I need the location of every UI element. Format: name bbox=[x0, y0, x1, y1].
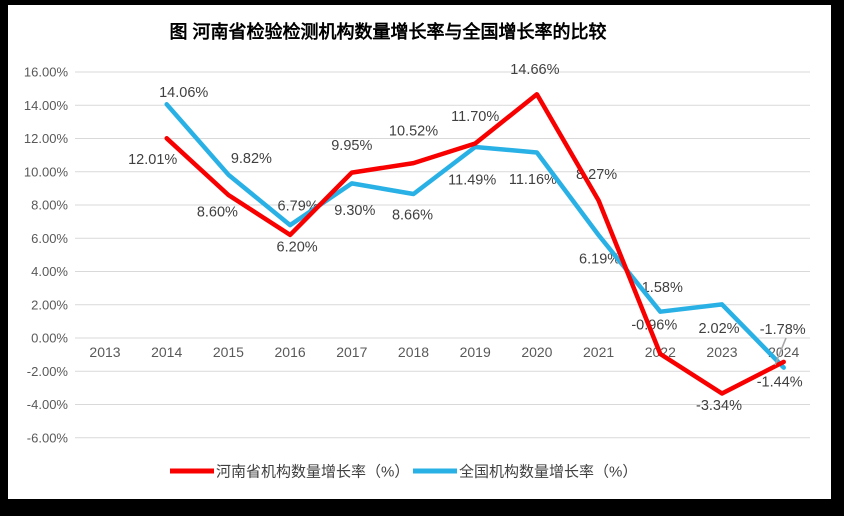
data-label: -1.44% bbox=[757, 374, 803, 390]
data-label: 8.66% bbox=[392, 208, 433, 224]
x-axis-tick-label: 2013 bbox=[89, 344, 120, 360]
data-label: 11.70% bbox=[451, 109, 499, 125]
y-axis-tick-label: 4.00% bbox=[31, 264, 68, 279]
legend-label-henan: 河南省机构数量增长率（%） bbox=[216, 464, 409, 481]
x-axis-labels: 2013 2014 2015 2016 2017 2018 2019 2020 2021 2022… bbox=[89, 344, 799, 360]
data-label: 9.95% bbox=[331, 138, 372, 154]
x-axis-tick-label: 2024 bbox=[768, 344, 799, 360]
y-axis-tick-label: 8.00% bbox=[31, 198, 68, 213]
stray-mark bbox=[774, 337, 787, 366]
data-label: -0.96% bbox=[631, 318, 677, 334]
chart-title: 图 河南省检验检测机构数量增长率与全国增长率的比较 bbox=[170, 21, 607, 42]
y-axis-tick-label: -4.00% bbox=[27, 397, 69, 412]
x-axis-tick-label: 2020 bbox=[521, 344, 552, 360]
y-axis-tick-label: 10.00% bbox=[24, 164, 69, 179]
series-line-national bbox=[164, 102, 786, 370]
series-lines bbox=[164, 92, 786, 396]
legend-label-national: 全国机构数量增长率（%） bbox=[459, 463, 637, 481]
data-label: 8.60% bbox=[197, 205, 238, 221]
data-label: 14.06% bbox=[159, 85, 208, 101]
data-label: 10.52% bbox=[389, 124, 438, 140]
y-axis-tick-label: -6.00% bbox=[27, 430, 69, 445]
data-label: 9.30% bbox=[334, 203, 375, 219]
data-label: -3.34% bbox=[696, 398, 742, 414]
x-axis-tick-label: 2017 bbox=[336, 344, 367, 360]
x-axis-tick-label: 2018 bbox=[398, 344, 429, 360]
y-axis-tick-label: 0.00% bbox=[31, 331, 68, 346]
data-label: -1.78% bbox=[760, 322, 806, 338]
data-label: 11.16% bbox=[509, 172, 557, 188]
y-axis-tick-label: 12.00% bbox=[24, 131, 69, 146]
y-axis-tick-label: 14.00% bbox=[24, 98, 69, 113]
y-axis-tick-label: 16.00% bbox=[24, 65, 69, 80]
data-label: 6.19% bbox=[579, 252, 620, 268]
legend-item-henan: 河南省机构数量增长率（%） bbox=[170, 464, 409, 481]
data-label: 1.58% bbox=[642, 280, 683, 296]
data-label: 14.66% bbox=[510, 62, 559, 78]
data-label: 9.82% bbox=[231, 151, 272, 167]
x-axis-tick-label: 2019 bbox=[460, 344, 491, 360]
series-line-henan bbox=[164, 92, 786, 396]
x-axis-tick-label: 2021 bbox=[583, 344, 614, 360]
x-axis-tick-label: 2014 bbox=[151, 344, 182, 360]
x-axis-tick-label: 2015 bbox=[213, 344, 244, 360]
legend: 河南省机构数量增长率（%） 全国机构数量增长率（%） bbox=[170, 463, 637, 481]
legend-item-national: 全国机构数量增长率（%） bbox=[413, 463, 637, 481]
y-axis-tick-label: 6.00% bbox=[31, 231, 68, 246]
y-axis-tick-label: 2.00% bbox=[31, 297, 68, 312]
data-labels: 12.01% 8.60% 6.20% 9.95% 10.52% 11.70% 14.66% 8… bbox=[128, 62, 806, 414]
data-label: 2.02% bbox=[698, 321, 739, 337]
x-axis-tick-label: 2016 bbox=[275, 344, 306, 360]
data-label: 11.49% bbox=[448, 173, 496, 189]
y-axis-labels: 16.00% 14.00% 12.00% 10.00% 8.00% 6.00% 4.00% 2… bbox=[24, 65, 69, 446]
data-label: 12.01% bbox=[128, 152, 177, 168]
x-axis-tick-label: 2023 bbox=[706, 344, 737, 360]
data-label: 6.20% bbox=[277, 239, 318, 255]
chart-background bbox=[8, 5, 831, 499]
y-axis-tick-label: -2.00% bbox=[27, 364, 69, 379]
